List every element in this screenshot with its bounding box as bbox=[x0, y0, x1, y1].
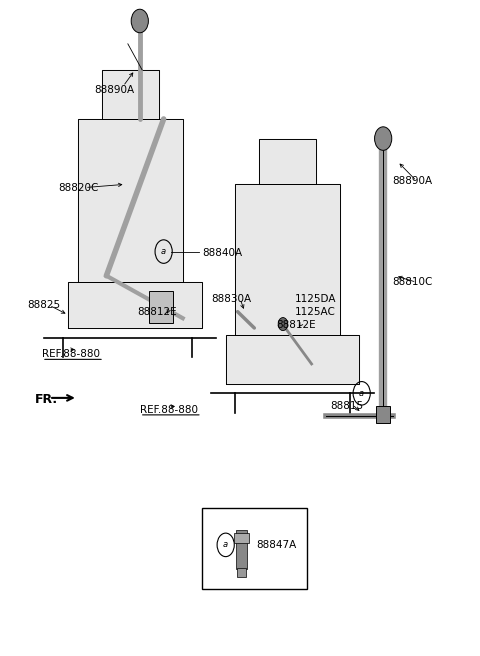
Text: 88815: 88815 bbox=[331, 401, 364, 411]
Bar bbox=[149, 291, 173, 323]
Text: FR.: FR. bbox=[35, 394, 58, 406]
Text: REF.88-880: REF.88-880 bbox=[42, 349, 100, 359]
Bar bbox=[238, 567, 246, 577]
Text: 1125DA: 1125DA bbox=[295, 294, 336, 304]
Text: 88830A: 88830A bbox=[211, 294, 252, 304]
Text: REF.88-880: REF.88-880 bbox=[140, 405, 198, 415]
Circle shape bbox=[374, 127, 392, 150]
Circle shape bbox=[131, 9, 148, 33]
Polygon shape bbox=[102, 70, 159, 119]
Text: 88825: 88825 bbox=[28, 300, 61, 310]
Text: a: a bbox=[223, 541, 228, 549]
Polygon shape bbox=[78, 119, 183, 282]
Text: 1125AC: 1125AC bbox=[295, 306, 336, 317]
Polygon shape bbox=[68, 282, 202, 328]
Text: 88810C: 88810C bbox=[393, 277, 433, 287]
Bar bbox=[376, 406, 390, 422]
Polygon shape bbox=[259, 138, 316, 184]
Text: 88812E: 88812E bbox=[137, 306, 177, 317]
Bar bbox=[202, 508, 307, 589]
Text: 88890A: 88890A bbox=[393, 176, 433, 186]
Text: 88820C: 88820C bbox=[59, 182, 99, 193]
Text: 88890A: 88890A bbox=[95, 85, 134, 94]
Bar bbox=[236, 529, 248, 569]
Text: a: a bbox=[161, 247, 166, 256]
Circle shape bbox=[278, 318, 288, 331]
Text: 88847A: 88847A bbox=[257, 540, 297, 550]
Bar bbox=[234, 533, 249, 543]
Text: 88812E: 88812E bbox=[276, 319, 315, 330]
Text: 88840A: 88840A bbox=[202, 248, 242, 258]
Polygon shape bbox=[235, 184, 340, 335]
Polygon shape bbox=[226, 335, 360, 384]
Text: a: a bbox=[359, 389, 364, 398]
